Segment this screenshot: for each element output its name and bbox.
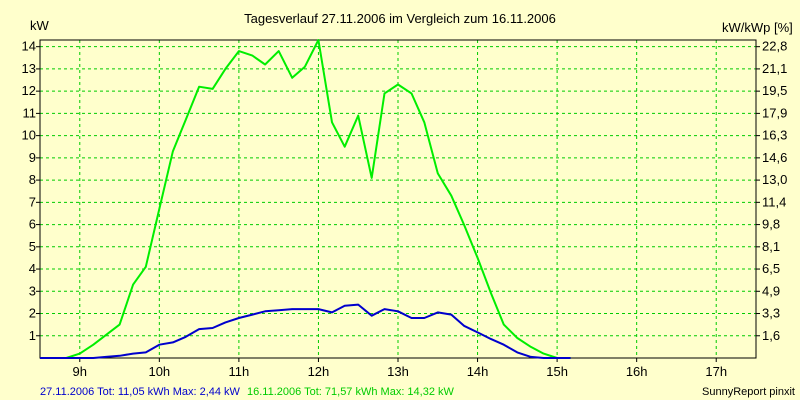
y-left-tick-label: 14: [22, 39, 36, 54]
y-right-tick-label: 22,8: [762, 39, 787, 54]
legend-series-27-11-2006: 27.11.2006 Tot: 11,05 kWh Max: 2,44 kW: [40, 386, 241, 398]
x-tick-label: 10h: [148, 364, 170, 379]
y-left-tick-label: 5: [29, 239, 36, 254]
y-left-tick-label: 6: [29, 217, 36, 232]
footer-credit: SunnyReport pinxit: [702, 386, 795, 398]
y-right-tick-label: 21,1: [762, 61, 787, 76]
y-axis-left-label: kW: [30, 18, 50, 33]
x-tick-label: 14h: [467, 364, 489, 379]
y-right-tick-label: 4,9: [762, 283, 780, 298]
y-left-tick-label: 1: [29, 328, 36, 343]
x-tick-label: 17h: [705, 364, 727, 379]
y-right-tick-label: 3,3: [762, 306, 780, 321]
grid: [40, 40, 756, 358]
y-left-tick-label: 2: [29, 306, 36, 321]
y-right-tick-label: 6,5: [762, 261, 780, 276]
y-right-tick-label: 19,5: [762, 83, 787, 98]
y-left-tick-label: 8: [29, 172, 36, 187]
x-tick-label: 11h: [229, 364, 250, 379]
series-line-27-11-2006: [40, 303, 571, 359]
y-right-tick-label: 9,8: [762, 217, 780, 232]
chart-title: Tagesverlauf 27.11.2006 im Vergleich zum…: [244, 11, 556, 26]
legend-series-16-11-2006: 16.11.2006 Tot: 71,57 kWh Max: 14,32 kW: [247, 386, 454, 398]
y-left-tick-label: 9: [29, 150, 36, 165]
footer-legend: 27.11.2006 Tot: 11,05 kWh Max: 2,44 kW 1…: [40, 386, 455, 398]
y-axis-right: 1,6 3,3 4,9 6,5 8,1 9,8 11,4 13,0 14,6 16,3 17,9 19…: [756, 39, 787, 343]
y-right-tick-label: 11,4: [762, 194, 786, 209]
y-right-tick-label: 16,3: [762, 128, 787, 143]
y-left-tick-label: 10: [22, 128, 36, 143]
y-left-tick-label: 4: [29, 261, 36, 276]
y-left-tick-label: 7: [29, 194, 36, 209]
x-tick-label: 12h: [308, 364, 330, 379]
x-tick-label: 16h: [626, 364, 648, 379]
y-axis-right-label: kW/kWp [%]: [722, 20, 793, 35]
y-right-tick-label: 1,6: [762, 328, 780, 343]
y-right-tick-label: 8,1: [762, 239, 780, 254]
y-right-tick-label: 17,9: [762, 105, 787, 120]
y-left-tick-label: 13: [22, 61, 36, 76]
y-right-tick-label: 13,0: [762, 172, 787, 187]
y-left-tick-label: 12: [22, 83, 36, 98]
series-line-16-11-2006: [40, 39, 571, 359]
x-tick-label: 9h: [73, 364, 87, 379]
y-right-tick-label: 14,6: [762, 150, 787, 165]
x-tick-label: 15h: [546, 364, 568, 379]
y-left-tick-label: 3: [29, 283, 36, 298]
series-layer: [40, 39, 571, 359]
y-left-tick-label: 11: [23, 105, 37, 120]
x-tick-label: 13h: [387, 364, 409, 379]
x-axis: 9h 10h 11h 12h 13h 14h 15h 16h 17h: [73, 358, 727, 379]
